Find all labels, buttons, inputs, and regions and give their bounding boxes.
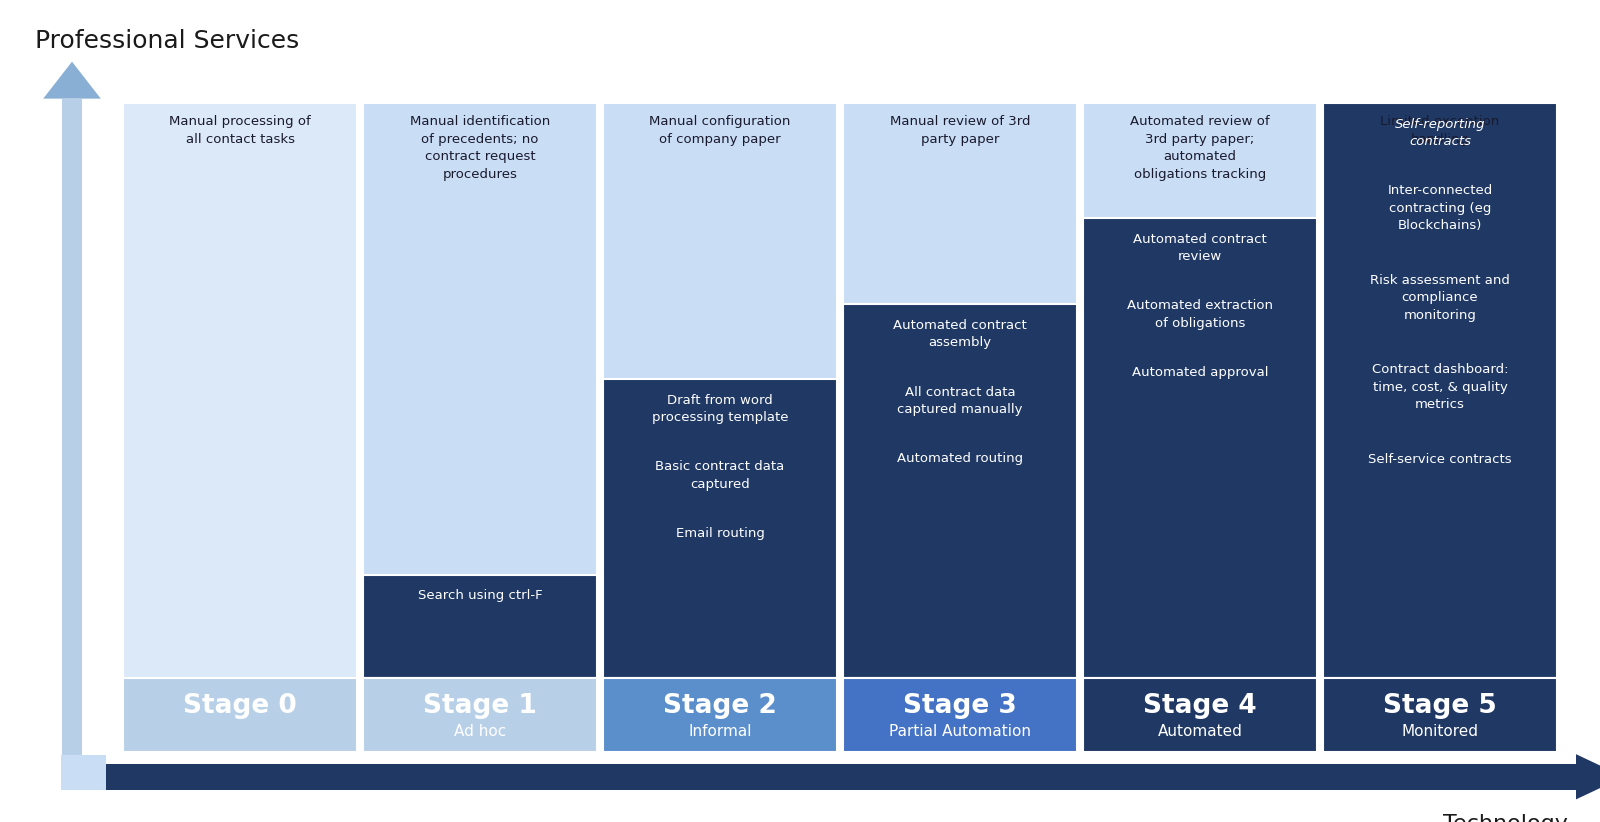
Text: Automated routing: Automated routing — [898, 452, 1022, 465]
Bar — [123, 103, 357, 678]
Text: Monitored: Monitored — [1402, 724, 1478, 739]
Bar — [62, 99, 82, 760]
Text: Automated contract
review: Automated contract review — [1133, 233, 1267, 263]
Text: Professional Services: Professional Services — [35, 30, 299, 53]
Text: Self-service contracts: Self-service contracts — [1368, 453, 1512, 466]
Text: Limited exception
handling: Limited exception handling — [1381, 115, 1499, 145]
Polygon shape — [43, 62, 101, 99]
Text: Stage 2: Stage 2 — [662, 693, 778, 719]
Text: Manual processing of
all contact tasks: Manual processing of all contact tasks — [170, 115, 310, 145]
Text: Inter-connected
contracting (eg
Blockchains): Inter-connected contracting (eg Blockcha… — [1387, 184, 1493, 232]
Bar — [843, 304, 1077, 678]
Bar — [363, 103, 597, 678]
Polygon shape — [1576, 755, 1600, 799]
Text: Stage 1: Stage 1 — [422, 693, 538, 719]
Text: Technology: Technology — [1443, 815, 1568, 822]
Bar — [363, 678, 597, 752]
Text: Stage 0: Stage 0 — [182, 693, 298, 719]
Bar — [1083, 218, 1317, 678]
Text: Search using ctrl-F: Search using ctrl-F — [418, 589, 542, 603]
Text: Automated contract
assembly: Automated contract assembly — [893, 319, 1027, 349]
Bar — [123, 678, 357, 752]
Bar — [363, 575, 597, 678]
Text: Contract dashboard:
time, cost, & quality
metrics: Contract dashboard: time, cost, & qualit… — [1371, 363, 1509, 411]
Text: Self-reporting
contracts: Self-reporting contracts — [1395, 118, 1485, 148]
Text: Stage 5: Stage 5 — [1382, 693, 1498, 719]
Text: Manual configuration
of company paper: Manual configuration of company paper — [650, 115, 790, 145]
Text: Stage 3: Stage 3 — [902, 693, 1018, 719]
Bar — [1323, 678, 1557, 752]
Text: Manual identification
of precedents; no
contract request
procedures: Manual identification of precedents; no … — [410, 115, 550, 181]
Text: Email routing: Email routing — [675, 527, 765, 540]
Text: Partial Automation: Partial Automation — [890, 724, 1030, 739]
Bar — [61, 755, 106, 790]
Text: Automated review of
3rd party paper;
automated
obligations tracking: Automated review of 3rd party paper; aut… — [1130, 115, 1270, 181]
Text: Automated approval: Automated approval — [1131, 366, 1269, 379]
Bar — [843, 103, 1077, 678]
Bar — [603, 678, 837, 752]
Bar — [603, 379, 837, 678]
Text: Basic contract data
captured: Basic contract data captured — [656, 460, 784, 491]
Bar — [603, 103, 837, 678]
Bar — [1083, 103, 1317, 678]
Text: Draft from word
processing template: Draft from word processing template — [651, 394, 789, 424]
Bar — [1323, 103, 1557, 678]
Text: Automated extraction
of obligations: Automated extraction of obligations — [1126, 299, 1274, 330]
Text: Automated: Automated — [1157, 724, 1243, 739]
Bar — [1083, 678, 1317, 752]
Bar — [843, 678, 1077, 752]
Text: All contract data
captured manually: All contract data captured manually — [898, 386, 1022, 416]
Bar — [62, 764, 1576, 790]
Text: Informal: Informal — [688, 724, 752, 739]
Text: Ad hoc: Ad hoc — [454, 724, 506, 739]
Text: Risk assessment and
compliance
monitoring: Risk assessment and compliance monitorin… — [1370, 274, 1510, 321]
Bar — [1323, 103, 1557, 678]
Text: Manual review of 3rd
party paper: Manual review of 3rd party paper — [890, 115, 1030, 145]
Text: Stage 4: Stage 4 — [1142, 693, 1258, 719]
